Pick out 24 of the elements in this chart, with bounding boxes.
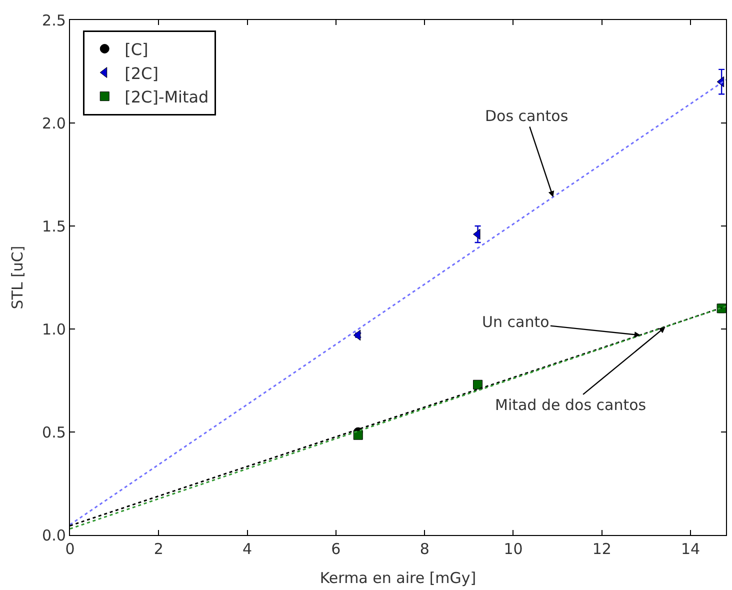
x-tick-label: 2	[154, 540, 164, 558]
x-tick-label: 8	[420, 540, 430, 558]
legend-label: [2C]	[124, 64, 158, 83]
x-tick-label: 14	[680, 540, 700, 558]
y-tick-label: 2.5	[42, 11, 66, 30]
y-tick-label: 1.0	[42, 320, 66, 338]
y-tick-label: 1.5	[42, 217, 66, 236]
x-tick-label: 10	[504, 540, 523, 558]
legend-label: [2C]-Mitad	[124, 88, 209, 107]
x-axis-title: Kerma en aire [mGy]	[320, 569, 476, 588]
x-tick-label: 12	[592, 540, 612, 558]
annotation: Un canto	[482, 313, 550, 331]
y-axis-title: STL [uC]	[8, 246, 26, 310]
y-tick-label: 2.0	[42, 114, 66, 132]
y-tick-label: 0.5	[42, 423, 66, 442]
legend-label: [C]	[124, 40, 148, 59]
annotation: Dos cantos	[485, 107, 568, 125]
x-tick-label: 4	[242, 540, 252, 558]
x-tick-label: 6	[331, 540, 341, 558]
y-tick-label: 0.0	[42, 526, 66, 544]
annotation: Mitad de dos cantos	[495, 396, 646, 414]
x-tick-label: 0	[65, 540, 75, 558]
point	[473, 380, 483, 390]
point	[353, 430, 363, 440]
